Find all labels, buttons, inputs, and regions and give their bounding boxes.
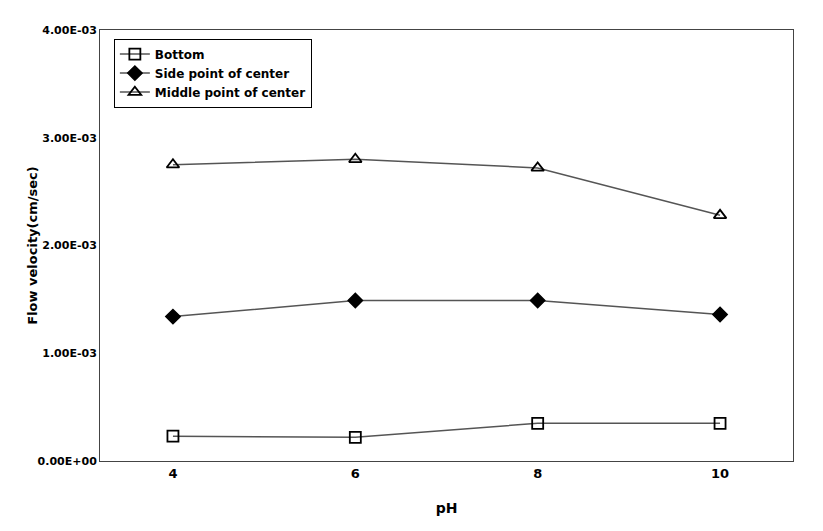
svg-text:3.00E-03: 3.00E-03	[42, 132, 97, 145]
svg-text:Side point of center: Side point of center	[155, 67, 289, 81]
svg-text:4: 4	[168, 466, 177, 481]
svg-text:8: 8	[533, 466, 542, 481]
svg-text:1.00E-03: 1.00E-03	[42, 347, 97, 360]
svg-text:Middle point of center: Middle point of center	[155, 86, 305, 100]
svg-text:Bottom: Bottom	[155, 48, 205, 62]
svg-text:0.00E+00: 0.00E+00	[38, 455, 98, 468]
svg-text:Flow velocity(cm/sec): Flow velocity(cm/sec)	[25, 166, 40, 324]
svg-text:10: 10	[711, 466, 729, 481]
svg-text:pH: pH	[436, 500, 458, 516]
svg-text:6: 6	[351, 466, 360, 481]
svg-text:4.00E-03: 4.00E-03	[42, 24, 97, 37]
svg-text:2.00E-03: 2.00E-03	[42, 239, 97, 252]
